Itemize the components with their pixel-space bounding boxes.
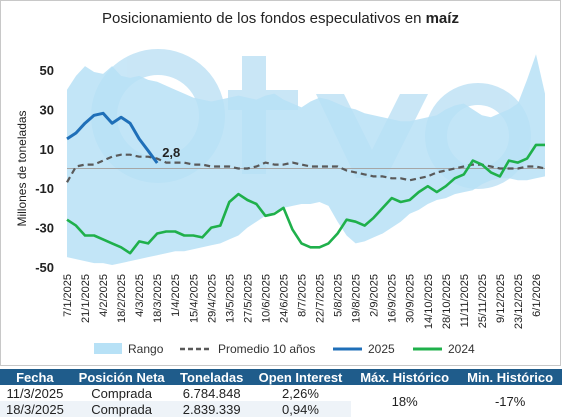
x-tick-label: 4/3/2025 <box>134 274 146 317</box>
x-tick-label: 23/12/2025 <box>513 274 525 329</box>
cell-posicion: Comprada <box>69 401 174 417</box>
header-toneladas: Toneladas <box>173 369 250 385</box>
x-tick-label: 22/7/2025 <box>315 274 327 323</box>
cell-toneladas: 2.839.339 <box>173 401 250 417</box>
x-tick-label: 5/8/2025 <box>333 274 345 317</box>
chart-title-bold: maíz <box>425 10 459 27</box>
y-tick-label: -30 <box>35 221 54 236</box>
chart-title: Posicionamiento de los fondos especulati… <box>0 10 561 27</box>
cell-fecha: 18/3/2025 <box>0 401 70 417</box>
x-axis-ticks: 7/1/2025 21/1/2025 4/2/2025 18/2/2025 4/3/20… <box>62 274 543 329</box>
header-min-historico: Min. Histórico <box>458 369 562 385</box>
stats-table: Fecha Posición Neta Toneladas Open Inter… <box>0 369 562 417</box>
y-axis-ticks: 50 30 10 -10 -30 -50 <box>35 63 54 275</box>
cell-toneladas: 6.784.848 <box>173 385 250 401</box>
x-tick-label: 11/11/2025 <box>459 274 471 327</box>
x-tick-label: 30/9/2025 <box>405 274 417 323</box>
x-tick-label: 9/12/2025 <box>495 274 507 323</box>
y-axis-title: Millones de toneladas <box>15 110 29 226</box>
x-tick-label: 29/4/2025 <box>206 274 218 323</box>
x-tick-label: 21/1/2025 <box>80 274 92 323</box>
range-band <box>67 54 545 266</box>
last-value-annotation: 2,8 <box>162 145 180 160</box>
header-fecha: Fecha <box>0 369 70 385</box>
x-tick-label: 27/5/2025 <box>242 274 254 323</box>
x-tick-label: 13/5/2025 <box>224 274 236 323</box>
cell-open-interest: 0,94% <box>249 401 352 417</box>
x-tick-label: 18/2/2025 <box>116 274 128 323</box>
x-tick-label: 7/1/2025 <box>62 274 74 317</box>
x-tick-label: 10/6/2025 <box>260 274 272 323</box>
x-tick-label: 24/6/2025 <box>279 274 291 323</box>
x-tick-label: 19/8/2025 <box>351 274 363 323</box>
x-tick-label: 15/4/2025 <box>188 274 200 323</box>
series-2025-line <box>66 111 159 164</box>
x-tick-label: 16/9/2025 <box>387 274 399 323</box>
x-tick-label: 14/10/2025 <box>423 274 435 329</box>
header-open-interest: Open Interest <box>249 369 352 385</box>
legend-label-rango: Rango <box>128 342 164 356</box>
chart: 2,8 Millones de toneladas 50 30 10 -10 -30 -5… <box>15 49 546 356</box>
cell-min-historico: -17% <box>458 385 562 417</box>
stats-table-header: Fecha Posición Neta Toneladas Open Inter… <box>0 369 562 385</box>
header-max-historico: Máx. Histórico <box>351 369 459 385</box>
x-tick-label: 28/10/2025 <box>441 274 453 329</box>
y-tick-label: -10 <box>35 181 54 196</box>
cell-posicion: Comprada <box>69 385 174 401</box>
table-row: 11/3/2025 Comprada 6.784.848 2,26% 18% -… <box>0 385 562 417</box>
header-posicion-neta: Posición Neta <box>69 369 174 385</box>
x-tick-label: 1/4/2025 <box>170 274 182 317</box>
y-tick-label: -50 <box>35 260 54 275</box>
x-tick-label: 6/1/2026 <box>531 274 543 317</box>
chart-title-main: Posicionamiento de los fondos especulati… <box>102 10 426 27</box>
cell-fecha: 11/3/2025 <box>0 385 70 401</box>
cell-open-interest: 2,26% <box>249 385 352 401</box>
y-tick-label: 50 <box>40 63 54 78</box>
average-10y-line <box>66 153 546 183</box>
legend-label-promedio: Promedio 10 años <box>218 342 315 356</box>
x-tick-label: 18/3/2025 <box>152 274 164 323</box>
table-row: 18/3/2025 Comprada 2.839.339 0,94% <box>0 401 562 417</box>
legend-swatch-rango <box>94 343 122 354</box>
legend: Rango Promedio 10 años 2025 2024 <box>94 342 475 356</box>
series-2024-line <box>66 143 545 255</box>
legend-label-2024: 2024 <box>448 342 475 356</box>
y-tick-label: 30 <box>40 102 54 117</box>
x-tick-label: 8/7/2025 <box>297 274 309 317</box>
cell-max-historico: 18% <box>351 385 459 417</box>
x-tick-label: 4/2/2025 <box>98 274 110 317</box>
legend-label-2025: 2025 <box>368 342 395 356</box>
x-tick-label: 2/9/2025 <box>369 274 381 317</box>
y-tick-label: 10 <box>40 142 54 157</box>
x-tick-label: 25/11/2025 <box>477 274 489 328</box>
